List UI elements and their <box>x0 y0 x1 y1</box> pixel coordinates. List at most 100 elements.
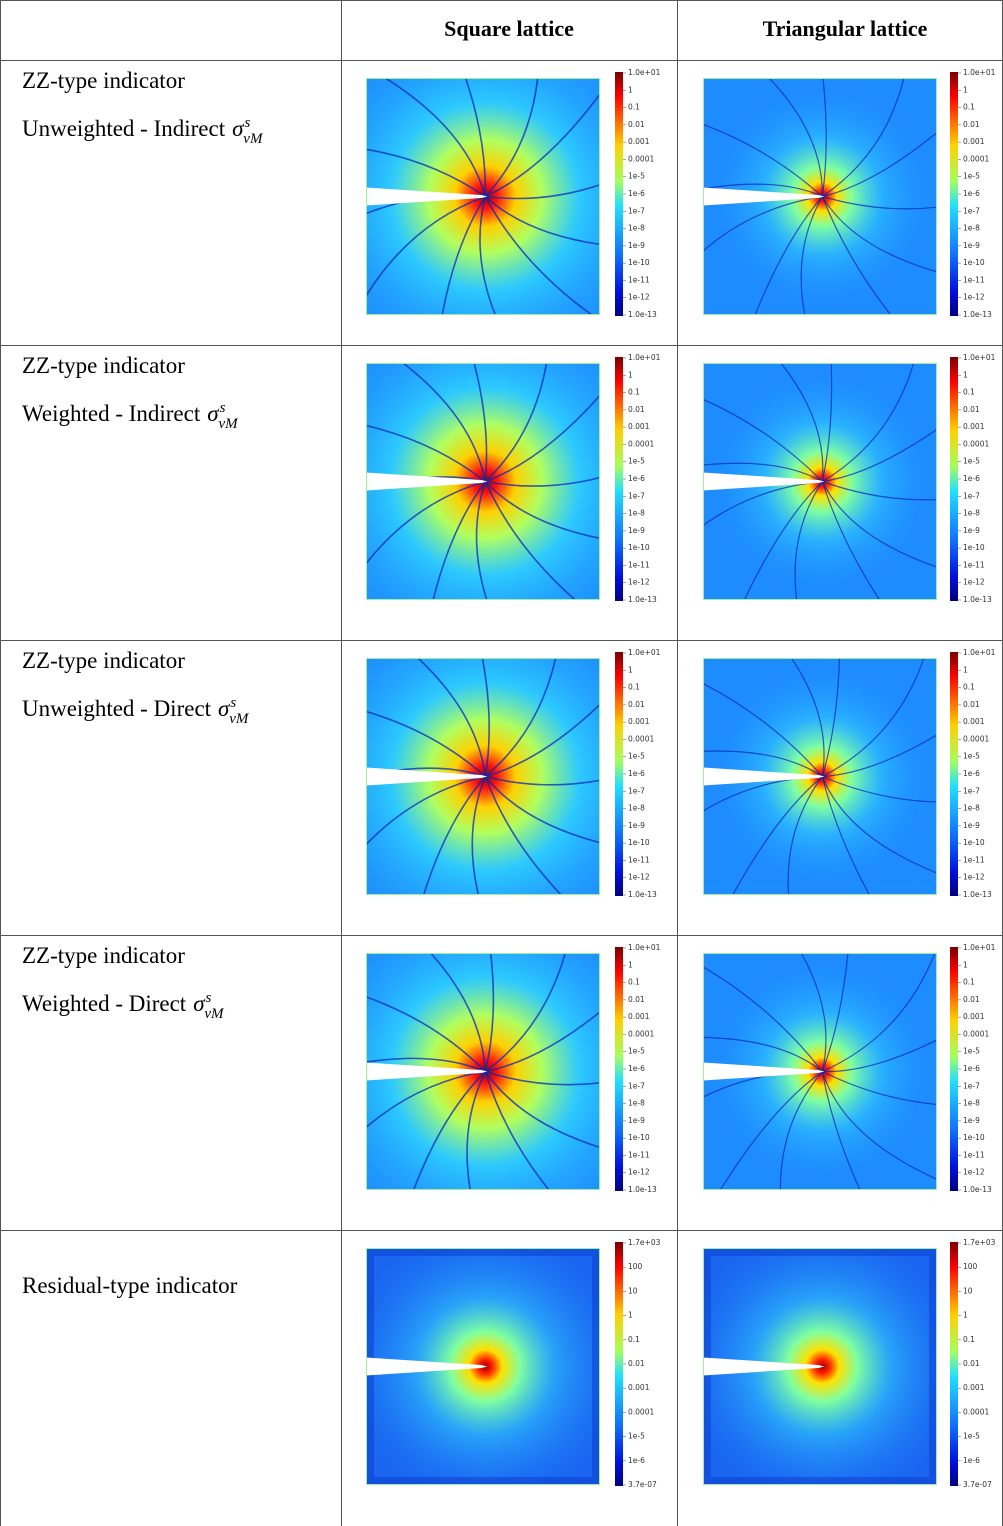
math-subscript: vM <box>243 131 264 147</box>
contour-line <box>473 363 488 482</box>
colorbar-label: 0.01 <box>963 405 980 414</box>
colorbar-label: 0.0001 <box>963 154 989 163</box>
colorbar-label: 0.001 <box>628 422 650 431</box>
colorbar-label: 1e-10 <box>628 258 650 267</box>
contour-line <box>703 966 823 1072</box>
contour-line <box>383 78 487 197</box>
colorbar-label: 1e-8 <box>628 224 645 233</box>
colorbar-label: 1e-7 <box>628 491 645 500</box>
colorbar-label: 0.01 <box>628 700 645 709</box>
colorbar-label: 100 <box>963 1262 978 1271</box>
colorbar-label: 1e-6 <box>963 189 980 198</box>
heatmap <box>703 1248 937 1485</box>
colorbar <box>950 652 958 896</box>
colorbar-label: 1e-11 <box>628 560 650 569</box>
contour-line <box>484 1071 600 1149</box>
colorbar-label: 0.001 <box>628 717 650 726</box>
contour-line <box>484 195 600 246</box>
contour-line <box>484 481 577 600</box>
colorbar-label: 1e-7 <box>628 1081 645 1090</box>
contour-line <box>794 481 823 600</box>
colorbar-label: 1.0e+01 <box>963 68 996 77</box>
colorbar-label: 0.001 <box>963 1012 985 1021</box>
colorbar-label: 0.1 <box>628 978 640 987</box>
contour-line <box>441 196 487 315</box>
contour-line <box>366 480 486 566</box>
contour-line <box>485 476 600 487</box>
colorbar-label: 1 <box>628 1311 633 1320</box>
row-label: Weighted - Direct σs vM <box>22 990 225 1022</box>
colorbar-label: 3.7e-07 <box>963 1480 992 1489</box>
colorbar-label: 1e-10 <box>963 838 985 847</box>
colorbar-label: 1e-10 <box>963 1133 985 1142</box>
row-label: ZZ-type indicator <box>22 68 185 93</box>
contour-line <box>703 183 823 198</box>
colorbar-label: 1.0e-13 <box>963 890 992 899</box>
contour-line <box>464 78 487 197</box>
contour-line <box>787 776 823 895</box>
contour-line <box>822 363 915 483</box>
colorbar-label: 1e-12 <box>628 1168 650 1177</box>
colorbar-label: 1.0e-13 <box>963 1185 992 1194</box>
contour-line <box>466 1071 487 1190</box>
heatmap <box>366 363 600 600</box>
colorbar <box>615 1242 623 1486</box>
contour-line <box>703 1036 823 1072</box>
crack <box>703 767 825 786</box>
colorbar-label: 0.1 <box>963 978 975 987</box>
row-label: ZZ-type indicator <box>22 648 185 673</box>
contour-line <box>366 195 486 298</box>
colorbar-label: 0.001 <box>628 1383 650 1392</box>
crack <box>366 1062 488 1081</box>
contour-line <box>484 953 495 1072</box>
contour-line <box>485 1070 600 1086</box>
colorbar-label: 1e-9 <box>963 1116 980 1125</box>
contour-line <box>822 734 937 778</box>
colorbar-label: 1 <box>963 1311 968 1320</box>
contour-line <box>822 953 936 1073</box>
contour-line <box>821 196 937 273</box>
colorbar-label: 1.0e-13 <box>628 1185 657 1194</box>
colorbar-label: 1e-5 <box>963 172 980 181</box>
colorbar-label: 0.1 <box>963 388 975 397</box>
contour-line <box>822 480 937 501</box>
contour-line <box>485 703 600 778</box>
crack <box>703 1062 825 1081</box>
contour-line <box>821 776 937 874</box>
colorbar-label: 0.0001 <box>628 734 654 743</box>
colorbar-label: 1.7e+03 <box>963 1238 996 1247</box>
colorbar-label: 1e-10 <box>628 543 650 552</box>
contour-line <box>822 195 937 210</box>
row-label-text: Weighted - Indirect <box>22 401 201 426</box>
colorbar-label: 1e-7 <box>628 206 645 215</box>
colorbar <box>950 357 958 601</box>
colorbar-label: 1e-11 <box>628 275 650 284</box>
contour-line <box>821 776 871 895</box>
colorbar-label: 1.0e+01 <box>628 943 661 952</box>
colorbar-label: 0.001 <box>963 717 985 726</box>
colorbar-label: 1e-11 <box>963 855 985 864</box>
contour-line <box>366 775 486 846</box>
colorbar-label: 0.01 <box>628 1359 645 1368</box>
colorbar-label: 0.1 <box>963 103 975 112</box>
colorbar-label: 100 <box>628 1262 643 1271</box>
contour-line <box>366 1057 486 1073</box>
colorbar-label: 1.0e-13 <box>628 890 657 899</box>
column-header: Square lattice <box>444 16 574 41</box>
heatmap <box>366 1248 600 1485</box>
colorbar-label: 1e-7 <box>963 206 980 215</box>
colorbar-label: 1e-10 <box>963 543 985 552</box>
contour-line <box>366 996 486 1073</box>
contour-line <box>821 953 849 1072</box>
crack <box>366 1357 488 1376</box>
row-label: Unweighted - Indirect σs vM <box>22 115 264 147</box>
colorbar-label: 1e-7 <box>963 491 980 500</box>
colorbar-label: 1.0e+01 <box>963 943 996 952</box>
colorbar-label: 1.0e+01 <box>628 68 661 77</box>
row-label-text: Weighted - Direct <box>22 991 187 1016</box>
colorbar-label: 0.1 <box>963 1335 975 1344</box>
contour-line <box>768 78 823 197</box>
colorbar <box>615 72 623 316</box>
colorbar-label: 1 <box>628 85 633 94</box>
